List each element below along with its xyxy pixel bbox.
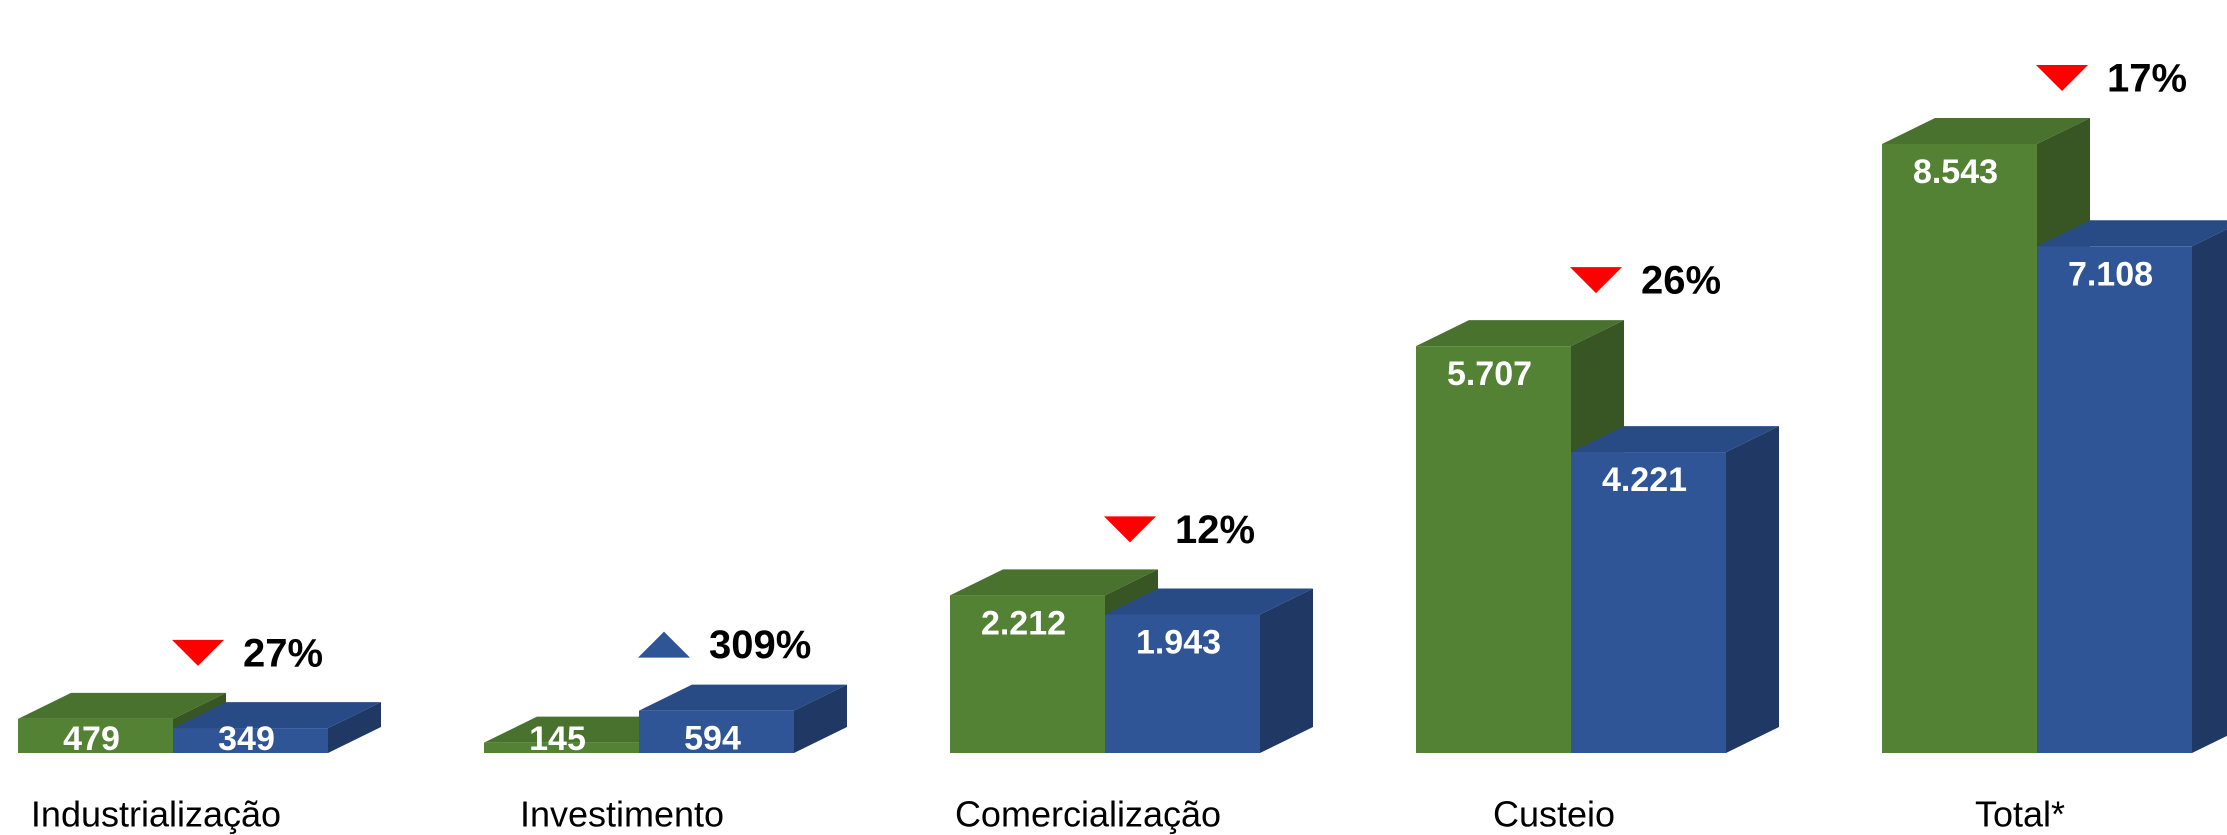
bar-side xyxy=(2192,229,2227,753)
value-label: 1.943 xyxy=(1136,623,1221,661)
bar-front xyxy=(484,742,639,753)
change-label: 26% xyxy=(1641,259,1721,303)
bar-top xyxy=(639,684,847,711)
change-label: 309% xyxy=(709,623,811,667)
bar-top xyxy=(1571,426,1779,453)
bar-front xyxy=(1416,346,1571,753)
value-label: 145 xyxy=(529,720,586,758)
bar-front xyxy=(173,728,328,753)
bar-front xyxy=(1882,144,2037,753)
category-label: Total* xyxy=(1975,794,2065,835)
bar-front xyxy=(2037,246,2192,754)
bar-front xyxy=(1571,452,1726,753)
category-label: Investimento xyxy=(520,794,724,835)
bar xyxy=(18,692,226,753)
value-label: 349 xyxy=(218,720,275,758)
bar-top xyxy=(1882,118,2090,144)
bar-side xyxy=(328,702,381,753)
category-label: Industrialização xyxy=(31,794,281,835)
bar xyxy=(1571,426,1779,753)
bar-side xyxy=(1260,588,1313,753)
value-label: 479 xyxy=(63,720,120,758)
change-arrow xyxy=(172,639,224,666)
change-arrow xyxy=(1104,516,1156,543)
change-arrow xyxy=(1570,267,1622,294)
bar xyxy=(173,702,381,753)
value-label: 2.212 xyxy=(981,604,1066,642)
bar-front xyxy=(18,718,173,753)
bar-front xyxy=(639,710,794,753)
bar xyxy=(639,684,847,753)
value-label: 5.707 xyxy=(1447,355,1532,393)
bar xyxy=(1105,588,1313,753)
change-label: 12% xyxy=(1175,508,1255,552)
change-label: 17% xyxy=(2107,57,2187,101)
bar-top xyxy=(18,692,226,719)
bar-top xyxy=(1416,320,1624,347)
bar-side xyxy=(1726,426,1779,753)
bar-top xyxy=(1105,588,1313,615)
change-arrow xyxy=(638,631,690,658)
value-label: 4.221 xyxy=(1602,461,1687,499)
bar-front xyxy=(1105,614,1260,753)
bar-top xyxy=(2037,220,2227,247)
bar-top xyxy=(173,702,381,729)
change-label: 27% xyxy=(243,631,323,675)
category-label: Custeio xyxy=(1493,794,1615,835)
category-label: Comercialização xyxy=(955,794,1221,835)
value-label: 8.543 xyxy=(1913,153,1998,191)
bar xyxy=(2037,220,2227,754)
change-arrow xyxy=(2036,65,2088,91)
bar-top xyxy=(950,569,1158,596)
bar-side xyxy=(794,684,847,753)
bar-front xyxy=(950,595,1105,753)
value-label: 594 xyxy=(684,720,741,758)
value-label: 7.108 xyxy=(2068,255,2153,293)
